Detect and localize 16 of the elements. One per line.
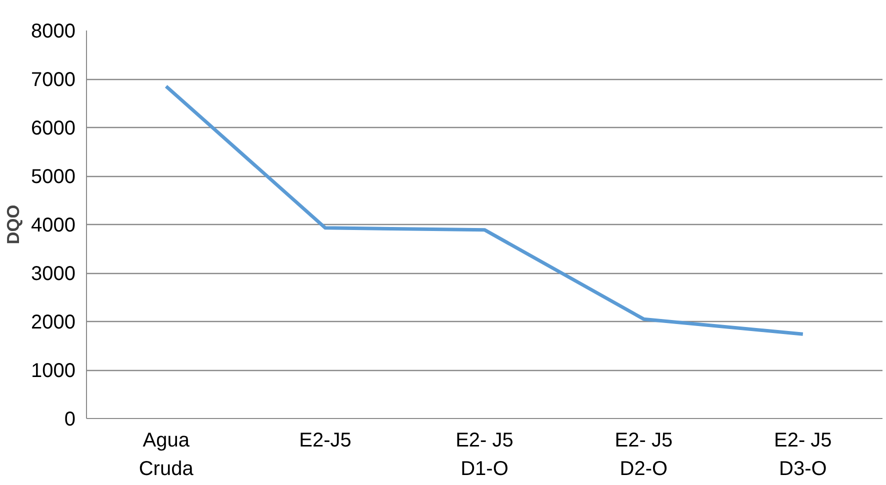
y-tick-label: 6000 [31,118,76,140]
y-tick-label: 5000 [31,166,76,188]
y-tick-label: 2000 [31,312,76,334]
y-tick-label: 1000 [31,360,76,382]
x-tick-label: E2- J5 D1-O [456,430,514,480]
y-tick-label: 8000 [31,20,76,42]
line-series [164,84,805,336]
x-tick-label: Agua Cruda [138,430,194,480]
y-tick-label: 4000 [31,214,76,236]
y-axis-title: DQO [3,204,24,244]
x-tick-label: E2- J5 D3-O [774,430,832,480]
y-tick-label: 3000 [31,263,76,285]
y-tick-label: 7000 [31,69,76,91]
y-tick-label: 0 [64,408,76,430]
x-tick-label: E2-J5 [299,430,352,452]
x-tick-label: E2- J5 D2-O [614,430,673,480]
